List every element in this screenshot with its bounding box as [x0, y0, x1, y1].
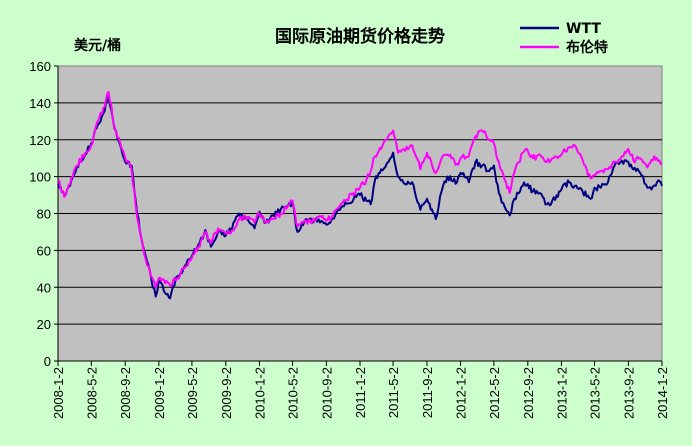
x-tick-label: 2010-1-2	[252, 367, 267, 419]
x-tick-label: 2011-1-2	[353, 367, 368, 418]
x-tick-label: 2008-5-2	[84, 367, 99, 419]
y-tick-label: 40	[37, 280, 51, 295]
x-tick-label: 2011-5-2	[386, 367, 401, 418]
y-tick-label: 100	[29, 170, 51, 185]
x-tick-label: 2014-1-2	[655, 367, 670, 419]
y-tick-label: 80	[37, 207, 51, 222]
y-tick-label: 0	[44, 354, 51, 369]
series-line-brent	[57, 90, 663, 289]
x-tick-label: 2012-9-2	[521, 367, 536, 419]
x-tick-label: 2013-1-2	[554, 367, 569, 419]
y-axis: 0 20 40 60 80 100 120 140 160	[29, 59, 59, 369]
x-tick-label: 2012-5-2	[487, 367, 502, 419]
x-tick-label: 2013-9-2	[621, 367, 636, 419]
x-tick-label: 2008-9-2	[118, 367, 133, 419]
y-axis-label: 美元/桶	[74, 37, 121, 54]
series-lines	[57, 90, 663, 300]
x-tick-label: 2011-9-2	[420, 367, 435, 418]
x-tick-label: 2008-1-2	[51, 367, 66, 419]
legend-label-brent: 布伦特	[566, 39, 608, 56]
x-axis: 2008-1-2 2008-5-2 2008-9-2 2009-1-2 2009-5-2…	[51, 360, 670, 419]
legend: WTT 布伦特	[520, 21, 608, 56]
x-tick-label: 2009-9-2	[219, 367, 234, 419]
x-tick-label: 2013-5-2	[587, 367, 602, 419]
legend-label-wtt: WTT	[566, 21, 601, 37]
x-tick-label: 2010-9-2	[319, 367, 334, 419]
y-tick-label: 60	[37, 243, 51, 258]
chart-title: 国际原油期货价格走势	[275, 26, 445, 47]
x-tick-label: 2009-5-2	[185, 367, 200, 419]
y-tick-label: 140	[29, 96, 51, 111]
y-tick-label: 120	[29, 133, 51, 148]
x-tick-label: 2009-1-2	[152, 367, 167, 419]
y-tick-label: 160	[29, 59, 51, 74]
x-tick-label: 2012-1-2	[454, 367, 469, 419]
series-line-wtt	[57, 92, 663, 300]
y-tick-label: 20	[37, 317, 51, 332]
x-tick-label: 2010-5-2	[285, 367, 300, 419]
